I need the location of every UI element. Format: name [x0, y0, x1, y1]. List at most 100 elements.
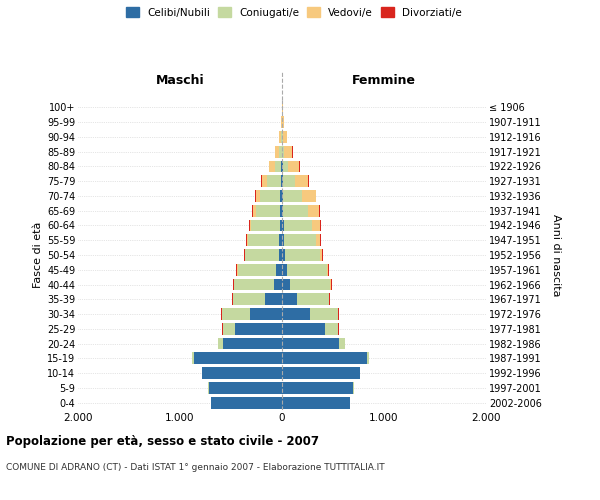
Bar: [218, 338, 223, 349]
Bar: [282, 146, 284, 158]
Bar: [262, 176, 267, 187]
Text: Femmine: Femmine: [352, 74, 416, 88]
Bar: [327, 264, 328, 276]
Bar: [322, 249, 323, 261]
Bar: [284, 146, 292, 158]
Bar: [209, 382, 282, 394]
Bar: [236, 264, 238, 276]
Bar: [282, 176, 283, 187]
Bar: [280, 220, 282, 232]
Bar: [253, 205, 256, 216]
Bar: [285, 249, 320, 261]
Bar: [194, 352, 282, 364]
Bar: [283, 205, 308, 216]
Bar: [256, 205, 280, 216]
Bar: [267, 176, 281, 187]
Bar: [250, 220, 251, 232]
Bar: [282, 294, 298, 305]
Bar: [248, 234, 280, 246]
Bar: [282, 352, 367, 364]
Bar: [298, 294, 329, 305]
Bar: [275, 146, 279, 158]
Bar: [367, 352, 369, 364]
Bar: [284, 220, 313, 232]
Bar: [282, 308, 310, 320]
Bar: [283, 131, 287, 143]
Bar: [279, 146, 282, 158]
Bar: [328, 264, 329, 276]
Bar: [202, 367, 282, 379]
Text: Maschi: Maschi: [155, 74, 205, 88]
Bar: [211, 396, 282, 408]
Bar: [282, 338, 339, 349]
Bar: [233, 278, 234, 290]
Bar: [279, 249, 282, 261]
Bar: [339, 338, 345, 349]
Bar: [316, 234, 320, 246]
Bar: [287, 264, 327, 276]
Bar: [319, 205, 320, 216]
Text: COMUNE DI ADRANO (CT) - Dati ISTAT 1° gennaio 2007 - Elaborazione TUTTITALIA.IT: COMUNE DI ADRANO (CT) - Dati ISTAT 1° ge…: [6, 462, 385, 471]
Bar: [192, 352, 194, 364]
Bar: [281, 176, 282, 187]
Bar: [331, 278, 332, 290]
Bar: [302, 190, 316, 202]
Bar: [283, 176, 295, 187]
Bar: [282, 205, 283, 216]
Bar: [284, 234, 316, 246]
Bar: [244, 249, 245, 261]
Bar: [277, 264, 282, 276]
Bar: [280, 234, 282, 246]
Bar: [235, 323, 282, 334]
Bar: [325, 323, 338, 334]
Bar: [283, 190, 302, 202]
Bar: [295, 176, 308, 187]
Bar: [282, 131, 283, 143]
Bar: [320, 220, 321, 232]
Bar: [282, 249, 285, 261]
Bar: [338, 308, 339, 320]
Bar: [290, 278, 331, 290]
Bar: [250, 308, 282, 320]
Bar: [280, 131, 281, 143]
Bar: [269, 160, 275, 172]
Bar: [282, 220, 284, 232]
Legend: Celibi/Nubili, Coniugati/e, Vedovi/e, Divorziati/e: Celibi/Nubili, Coniugati/e, Vedovi/e, Di…: [124, 5, 464, 20]
Bar: [280, 190, 282, 202]
Bar: [283, 116, 284, 128]
Text: Popolazione per età, sesso e stato civile - 2007: Popolazione per età, sesso e stato civil…: [6, 435, 319, 448]
Bar: [275, 160, 281, 172]
Bar: [223, 323, 235, 334]
Bar: [320, 234, 321, 246]
Bar: [288, 160, 299, 172]
Bar: [282, 323, 325, 334]
Bar: [280, 205, 282, 216]
Bar: [246, 234, 247, 246]
Bar: [249, 220, 250, 232]
Bar: [251, 220, 280, 232]
Bar: [245, 249, 279, 261]
Bar: [282, 382, 353, 394]
Bar: [256, 190, 260, 202]
Y-axis label: Fasce di età: Fasce di età: [32, 222, 43, 288]
Bar: [282, 264, 287, 276]
Bar: [265, 294, 282, 305]
Bar: [320, 249, 322, 261]
Y-axis label: Anni di nascita: Anni di nascita: [551, 214, 561, 296]
Bar: [310, 308, 338, 320]
Bar: [223, 338, 282, 349]
Bar: [234, 278, 274, 290]
Bar: [247, 234, 248, 246]
Bar: [282, 367, 359, 379]
Bar: [313, 220, 320, 232]
Bar: [233, 294, 265, 305]
Bar: [274, 278, 282, 290]
Bar: [282, 234, 284, 246]
Bar: [238, 264, 277, 276]
Bar: [232, 294, 233, 305]
Bar: [282, 278, 290, 290]
Bar: [282, 396, 350, 408]
Bar: [329, 294, 330, 305]
Bar: [260, 190, 280, 202]
Bar: [283, 160, 288, 172]
